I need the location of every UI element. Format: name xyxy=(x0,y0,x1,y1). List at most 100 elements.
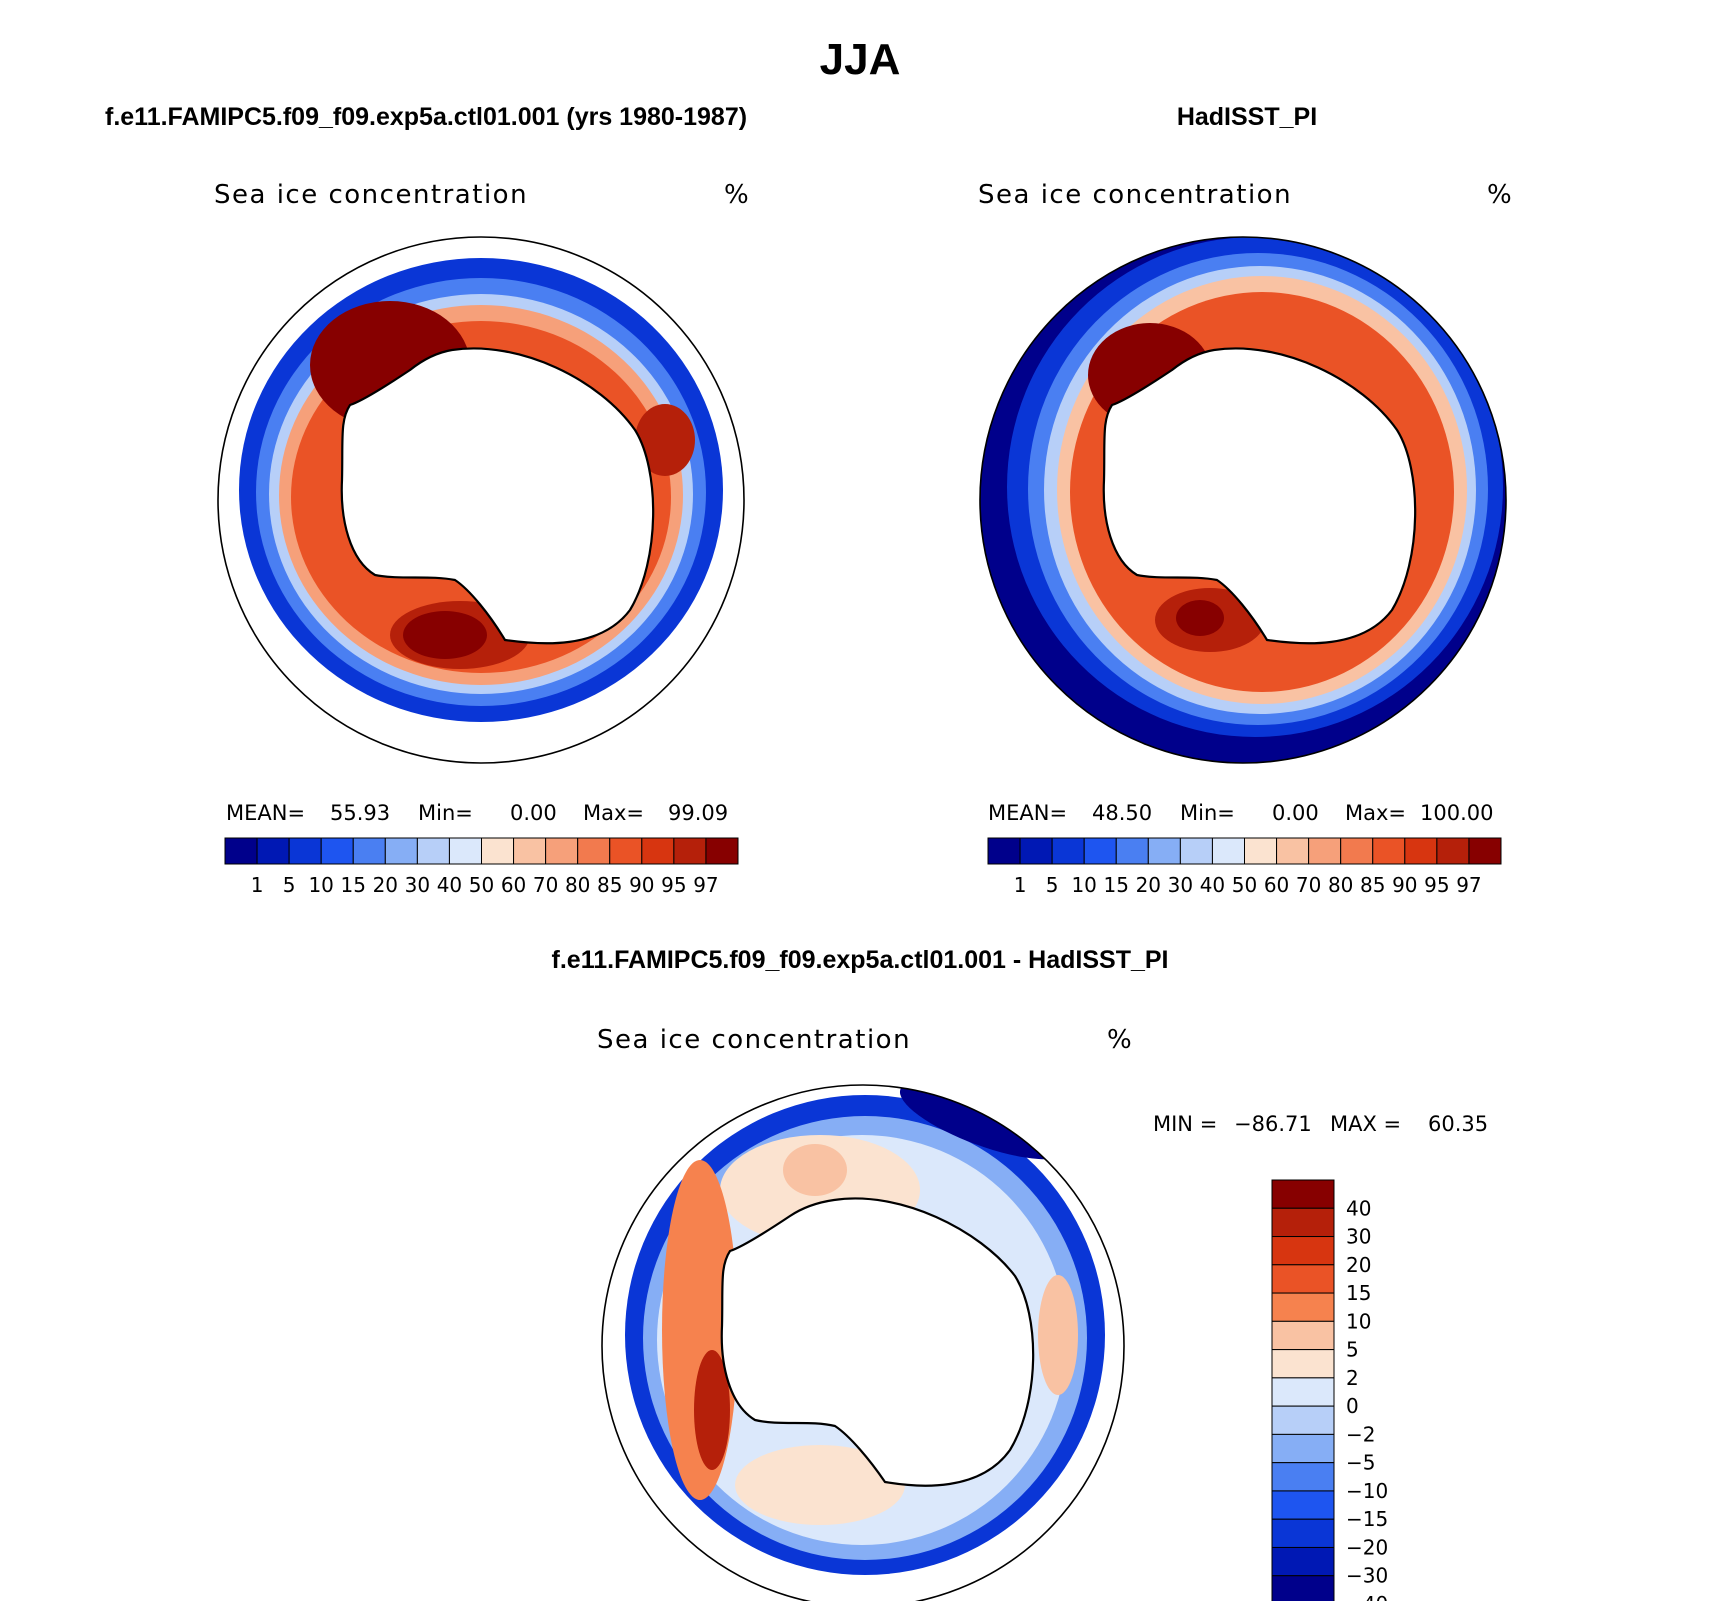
panel-3-colorbar-tick-label: 30 xyxy=(1346,1225,1371,1249)
panel-1-units-label: % xyxy=(724,180,749,210)
panel-2-colorbar-swatch xyxy=(1244,837,1278,865)
panel-3-colorbar-tick-label: 40 xyxy=(1346,1196,1371,1220)
panel-3-colorbar-swatch xyxy=(1271,1377,1335,1407)
panel-2-colorbar-tick-label: 40 xyxy=(1200,873,1225,897)
panel-1-title: f.e11.FAMIPC5.f09_f09.exp5a.ctl01.001 (y… xyxy=(105,103,747,131)
panel-2-colorbar-tick-label: 5 xyxy=(1046,873,1059,897)
panel-2-colorbar-tick-label: 30 xyxy=(1168,873,1193,897)
panel-2-min-value: 0.00 xyxy=(1272,801,1319,825)
panel-3-colorbar-tick-label: −20 xyxy=(1346,1535,1388,1559)
panel-2-colorbar-tick-label: 1 xyxy=(1014,873,1027,897)
panel-3-stats: MIN = −86.71 MAX = 60.35 xyxy=(1153,1112,1488,1136)
panel-2-colorbar-swatch xyxy=(1436,837,1470,865)
panel-2-colorbar-swatch xyxy=(1147,837,1181,865)
panel-3-colorbar-tick-label: 2 xyxy=(1346,1366,1359,1390)
panel-3-colorbar-swatch xyxy=(1271,1292,1335,1322)
panel-3-variable-label: Sea ice concentration xyxy=(597,1025,911,1055)
panel-2-variable-label: Sea ice concentration xyxy=(978,180,1292,210)
panel-3-colorbar-swatch xyxy=(1271,1490,1335,1520)
panel-1-min-label: Min= xyxy=(418,801,473,825)
panel-1-antarctica-outline xyxy=(340,347,655,645)
panel-2-colorbar-tick-label: 90 xyxy=(1392,873,1417,897)
panel-3-colorbar-swatch xyxy=(1271,1207,1335,1238)
panel-2-min-label: Min= xyxy=(1180,801,1235,825)
panel-1-colorbar-swatch xyxy=(384,837,418,865)
panel-2-colorbar-tick-label: 50 xyxy=(1232,873,1257,897)
panel-1-colorbar-swatch xyxy=(641,837,675,865)
panel-2-colorbar-swatch xyxy=(1051,837,1085,865)
panel-1-colorbar-tick-label: 10 xyxy=(308,873,333,897)
panel-3-min-value: −86.71 xyxy=(1234,1112,1312,1136)
panel-3-colorbar-tick-label: −2 xyxy=(1346,1422,1375,1446)
panel-3-colorbar-tick-label: −40 xyxy=(1346,1592,1388,1601)
panel-1-colorbar-swatch xyxy=(513,837,547,865)
panel-3-colorbar-tick-label: 10 xyxy=(1346,1309,1371,1333)
panel-3-colorbar-tick-label: 0 xyxy=(1346,1394,1359,1418)
panel-2-colorbar: 1 5 10 15 20 30 40 50 60 70 80 85 90 95 97 xyxy=(987,837,1502,897)
panel-2-title: HadISST_PI xyxy=(1177,103,1317,131)
panel-2-colorbar-swatch xyxy=(1308,837,1342,865)
panel-1-colorbar-swatch xyxy=(481,837,515,865)
panel-2-colorbar-tick-label: 80 xyxy=(1328,873,1353,897)
page-title: JJA xyxy=(820,35,901,84)
panel-1-map-border xyxy=(217,236,745,764)
panel-2-colorbar-tick-label: 95 xyxy=(1424,873,1449,897)
panel-3-colorbar-tick-label: −30 xyxy=(1346,1564,1388,1588)
panel-2-map-border xyxy=(979,236,1507,764)
panel-1-colorbar-swatch xyxy=(288,837,322,865)
panel-1-colorbar-swatch xyxy=(224,837,258,865)
panel-1-colorbar-tick-label: 30 xyxy=(405,873,430,897)
panel-2-colorbar-tick-label: 20 xyxy=(1136,873,1161,897)
panel-2-colorbar-swatch xyxy=(1211,837,1245,865)
panel-1-stats: MEAN= 55.93 Min= 0.00 Max= 99.09 xyxy=(226,801,728,825)
panel-1-colorbar-swatch xyxy=(545,837,579,865)
panel-difference: f.e11.FAMIPC5.f09_f09.exp5a.ctl01.001 - … xyxy=(552,946,1488,1601)
panel-2-colorbar-swatch xyxy=(1372,837,1406,865)
panel-3-colorbar-swatch xyxy=(1271,1433,1335,1464)
panel-1-max-value: 99.09 xyxy=(668,801,728,825)
panel-1-colorbar-swatch xyxy=(705,837,739,865)
panel-2-antarctica-outline xyxy=(1102,347,1417,645)
panel-3-colorbar-swatch xyxy=(1271,1179,1335,1209)
panel-2-colorbar-swatch xyxy=(1340,837,1374,865)
panel-1-colorbar-tick-label: 5 xyxy=(283,873,296,897)
panel-1-colorbar-tick-label: 80 xyxy=(565,873,590,897)
panel-1-colorbar-tick-label: 85 xyxy=(597,873,622,897)
panel-3-max-label: MAX = xyxy=(1330,1112,1401,1136)
panel-1-colorbar-tick-label: 1 xyxy=(251,873,264,897)
panel-2-colorbar-swatch xyxy=(1083,837,1117,865)
panel-1-colorbar-swatch xyxy=(352,837,386,865)
panel-2-colorbar-swatch xyxy=(1468,837,1502,865)
panel-3-colorbar-tick-label: 15 xyxy=(1346,1281,1371,1305)
panel-1-colorbar-tick-label: 15 xyxy=(341,873,366,897)
panel-2-colorbar-swatch xyxy=(1115,837,1149,865)
panel-2-max-value: 100.00 xyxy=(1420,801,1493,825)
panel-1-colorbar-swatch xyxy=(448,837,482,865)
panel-2-mean-value: 48.50 xyxy=(1092,801,1152,825)
panel-1-variable-label: Sea ice concentration xyxy=(214,180,528,210)
panel-3-max-value: 60.35 xyxy=(1428,1112,1488,1136)
panel-2-max-label: Max= xyxy=(1345,801,1406,825)
panel-2-stats: MEAN= 48.50 Min= 0.00 Max= 100.00 xyxy=(988,801,1493,825)
panel-1-colorbar-tick-label: 60 xyxy=(501,873,526,897)
panel-1-colorbar-swatch xyxy=(673,837,707,865)
panel-1-mean-label: MEAN= xyxy=(226,801,305,825)
panel-3-colorbar-tick-label: 5 xyxy=(1346,1338,1359,1362)
panel-1-colorbar-tick-label: 20 xyxy=(373,873,398,897)
panel-2-colorbar-swatch xyxy=(987,837,1021,865)
panel-3-colorbar-swatch xyxy=(1271,1575,1335,1601)
panel-3-map-border xyxy=(601,1084,1125,1601)
panel-3-colorbar-swatch xyxy=(1271,1462,1335,1492)
panel-3-colorbar-swatch xyxy=(1271,1405,1335,1435)
panel-1-colorbar-tick-label: 97 xyxy=(693,873,718,897)
panel-2-colorbar-tick-label: 15 xyxy=(1104,873,1129,897)
panel-1-colorbar-tick-label: 70 xyxy=(533,873,558,897)
panel-3-units-label: % xyxy=(1107,1025,1132,1055)
panel-3-colorbar-swatch xyxy=(1271,1236,1335,1266)
panel-1-colorbar-tick-label: 95 xyxy=(661,873,686,897)
panel-3-colorbar-swatch xyxy=(1271,1349,1335,1379)
panel-model: f.e11.FAMIPC5.f09_f09.exp5a.ctl01.001 (y… xyxy=(105,103,749,897)
panel-2-colorbar-swatch xyxy=(1404,837,1438,865)
